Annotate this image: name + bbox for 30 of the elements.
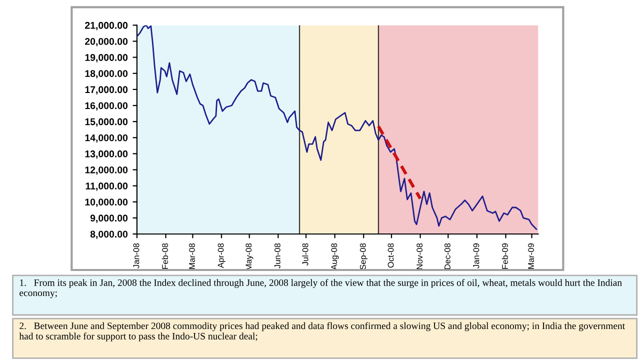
y-tick-label: 14,000.00	[85, 134, 128, 143]
y-tick-label: 9,000.00	[90, 214, 128, 223]
x-tick-label: Oct-08	[388, 243, 394, 268]
x-tick-label: Apr-08	[218, 243, 226, 268]
y-tick-label: 21,000.00	[85, 22, 128, 30]
x-tick-label: Jul-08	[302, 243, 308, 266]
x-tick-label: Jan-08	[133, 243, 140, 268]
x-tick-label: Mar-08	[189, 243, 195, 269]
x-tick-label: Jan-09	[473, 243, 480, 268]
y-tick-label: 15,000.00	[85, 118, 128, 127]
y-tick-label: 12,000.00	[85, 166, 128, 175]
y-tick-label: 18,000.00	[85, 70, 128, 78]
x-tick-label: Feb-08	[162, 243, 168, 269]
x-tick-label: Sep-08	[360, 243, 368, 270]
y-tick-label: 11,000.00	[86, 182, 128, 191]
y-tick-label: 19,000.00	[85, 54, 128, 62]
x-tick-label: Feb-09	[502, 243, 508, 269]
text: 2. Between June and September 2008 commodity prices had peaked and data flows confirmed a slowing US and global economy; in India the government had to scramble for support to pass the Indo-US nuclear deal;	[19, 322, 626, 342]
y-tick-label: 17,000.00	[85, 86, 128, 94]
x-tick-label: Nov-08	[416, 243, 423, 270]
y-tick-label: 10,000.00	[85, 198, 128, 207]
x-tick-label: Aug-08	[331, 243, 339, 270]
y-tick-label: 13,000.00	[85, 150, 128, 159]
text: 1. From its peak in Jan, 2008 the Index declined through June, 2008 largely of the view that the surge in prices of oil, wheat, metals would hurt the Indian economy;	[20, 279, 622, 298]
line-series	[136, 25, 538, 230]
y-tick-label: 8,000.00	[90, 230, 128, 240]
y-tick-label: 20,000.00	[85, 38, 128, 46]
x-tick-label: Mar-09	[528, 243, 534, 269]
x-tick-label: Jun-08	[274, 243, 280, 268]
y-tick-label: 16,000.00	[85, 102, 128, 111]
